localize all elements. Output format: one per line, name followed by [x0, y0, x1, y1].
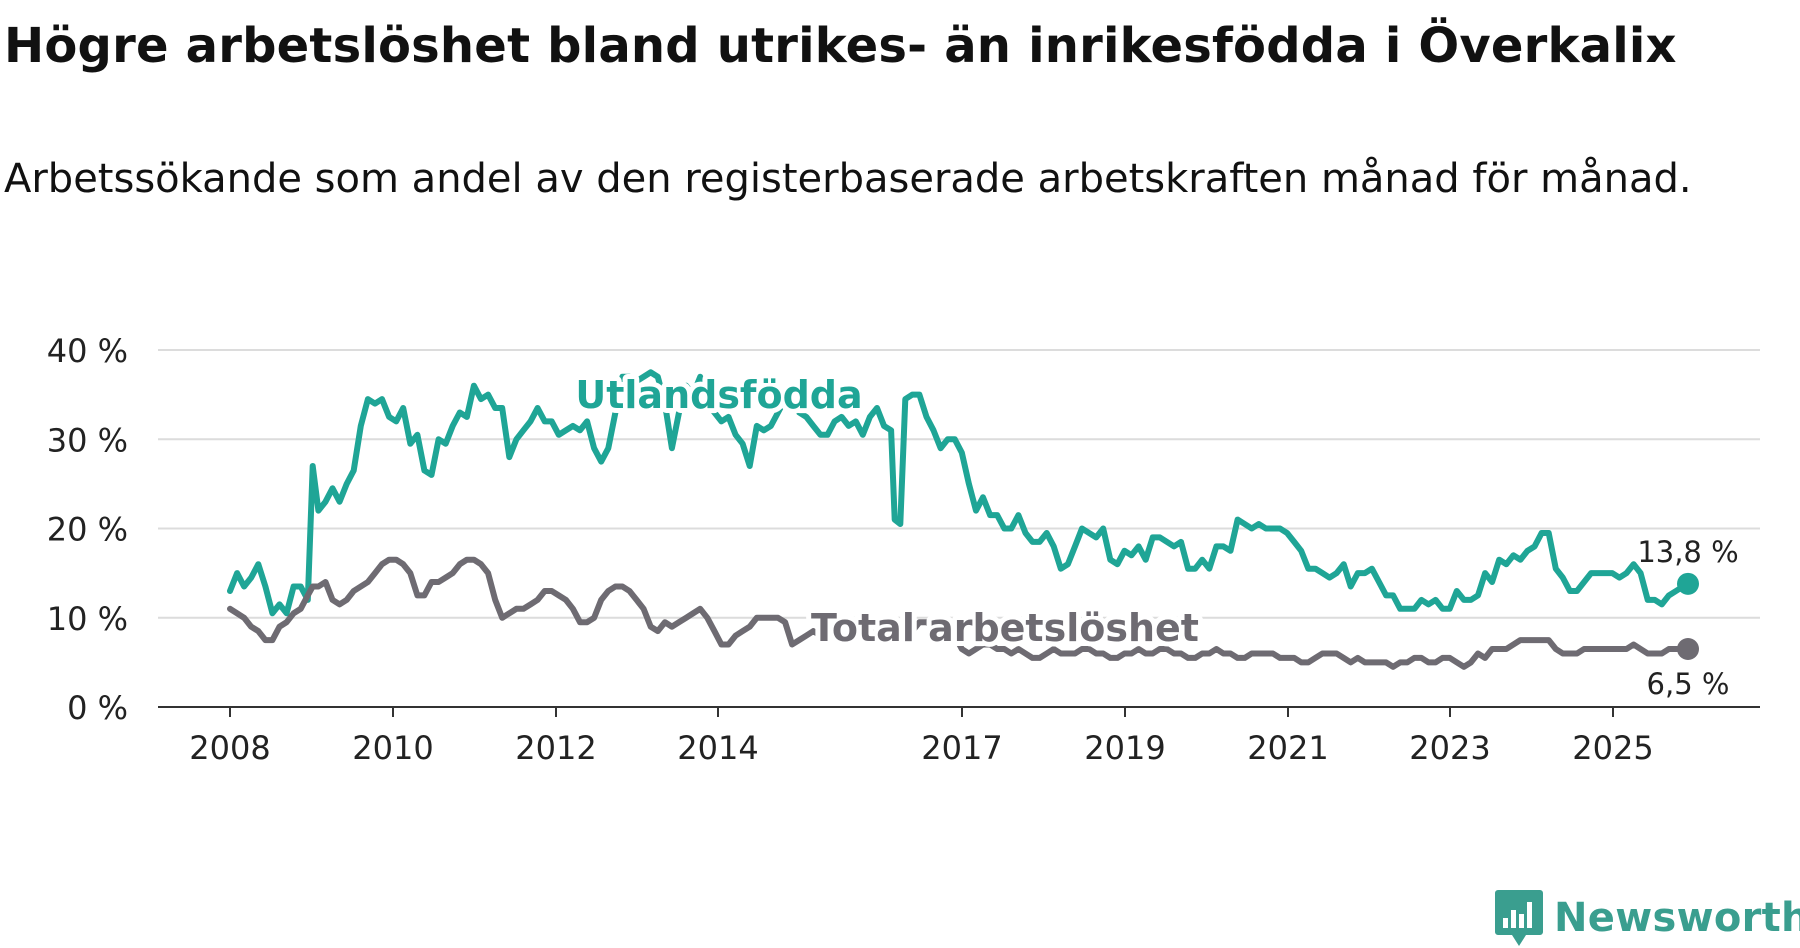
- chart-title: Högre arbetslöshet bland utrikes- än inr…: [4, 18, 1677, 74]
- brand-name: Newsworthy: [1554, 895, 1800, 941]
- series-end-point: [1677, 637, 1699, 660]
- x-tick-label: 2025: [1572, 729, 1653, 767]
- x-tick-label: 2010: [352, 729, 433, 767]
- y-tick-label: 40 %: [47, 332, 128, 370]
- x-tick-label: 2023: [1409, 729, 1490, 767]
- series-line-utlandsfodda: [227, 369, 1691, 617]
- newsworthy-logo: Newsworthy: [1494, 888, 1800, 948]
- x-tick-label: 2017: [921, 729, 1002, 767]
- series-end-point: [1677, 572, 1699, 595]
- x-axis: 2008 2010 2012 2014 2017 2019 2021 2023 2025: [158, 706, 1760, 767]
- end-label-total: 6,5 %: [1647, 667, 1730, 701]
- x-tick-label: 2014: [677, 729, 758, 767]
- chart-subtitle: Arbetssökande som andel av den registerb…: [4, 156, 1692, 202]
- series-lines: [227, 369, 1699, 670]
- y-tick-label: 0 %: [67, 689, 128, 727]
- y-tick-label: 20 %: [47, 511, 128, 549]
- series-line-total: [227, 556, 1691, 670]
- y-tick-label: 30 %: [47, 421, 128, 459]
- series-labels: Utlandsfödda Total arbetslöshet 13,8 % 6,5 …: [570, 368, 1738, 701]
- x-tick-label: 2021: [1247, 729, 1328, 767]
- x-tick-label: 2008: [189, 729, 270, 767]
- series-label-total: Total arbetslöshet: [811, 606, 1199, 650]
- series-label-utlandsfodda: Utlandsfödda: [575, 373, 862, 417]
- x-tick-label: 2019: [1084, 729, 1165, 767]
- end-label-utlandsfodda: 13,8 %: [1637, 535, 1738, 569]
- y-tick-label: 10 %: [47, 600, 128, 638]
- bar-chart-logo-icon: [1495, 890, 1543, 946]
- gridlines: 0 % 10 % 20 % 30 % 40 %: [47, 332, 1760, 727]
- x-tick-label: 2012: [515, 729, 596, 767]
